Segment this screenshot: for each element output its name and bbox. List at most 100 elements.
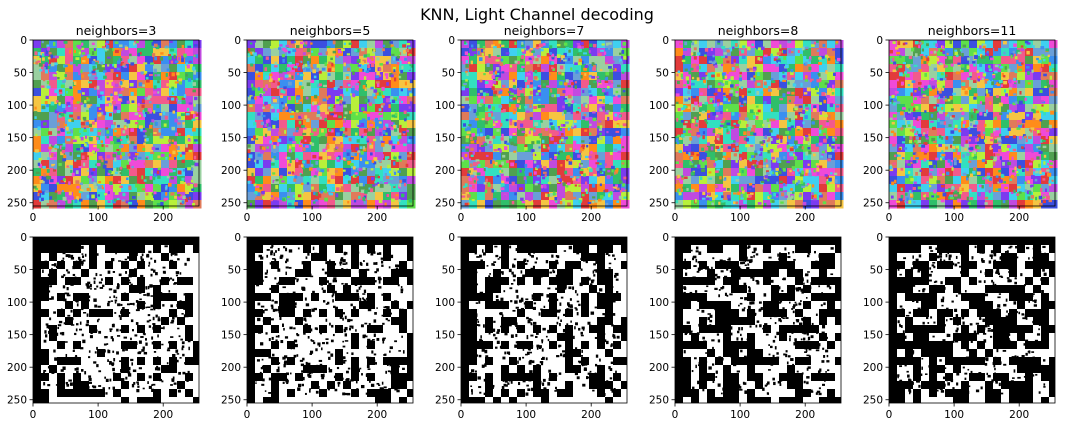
y-tick-label: 150 [7, 132, 27, 144]
axes-frame [460, 39, 628, 207]
y-tick-label: 100 [435, 100, 455, 112]
binary-mask-image [33, 237, 201, 405]
axes-frame [32, 236, 200, 404]
x-tick-label: 0 [244, 212, 251, 224]
x-tick-label: 0 [672, 212, 679, 224]
subplot-r1-c2: neighbors=5 0 100 200 0 50 100 150 200 250 [221, 23, 416, 224]
y-tick-label: 200 [221, 165, 241, 177]
x-tick-label: 0 [30, 409, 37, 421]
x-tick-label: 0 [458, 409, 465, 421]
y-tick-label: 100 [7, 100, 27, 112]
axes-frame [674, 236, 842, 404]
binary-mask-image [461, 237, 629, 405]
y-tick-label: 50 [14, 67, 27, 79]
y-tick-label: 0 [234, 232, 241, 244]
y-tick-label: 50 [442, 67, 455, 79]
y-tick-label: 50 [442, 264, 455, 276]
subplot-r2-c1: 0 100 200 0 50 100 150 200 250 [7, 232, 201, 421]
binary-mask-image [889, 237, 1057, 405]
y-tick-label: 100 [649, 297, 669, 309]
y-tick-label: 0 [662, 232, 669, 244]
y-tick-label: 0 [876, 35, 883, 47]
y-tick-label: 100 [7, 297, 27, 309]
x-tick-label: 200 [1009, 212, 1029, 224]
y-tick-label: 150 [221, 329, 241, 341]
segmentation-image [247, 40, 416, 209]
y-tick-label: 250 [7, 395, 27, 407]
subplot-title: neighbors=3 [76, 23, 157, 38]
y-tick-label: 100 [221, 100, 241, 112]
y-tick-label: 250 [649, 395, 669, 407]
x-tick-label: 200 [367, 409, 387, 421]
x-tick-label: 200 [1009, 409, 1029, 421]
y-tick-label: 200 [7, 362, 27, 374]
subplot-title: neighbors=5 [290, 23, 371, 38]
y-tick-label: 100 [863, 100, 883, 112]
y-tick-label: 200 [649, 165, 669, 177]
axes-frame [246, 236, 414, 404]
x-tick-label: 100 [944, 409, 964, 421]
x-tick-label: 100 [88, 409, 108, 421]
y-tick-label: 50 [870, 264, 883, 276]
x-tick-label: 100 [302, 212, 322, 224]
x-tick-label: 200 [153, 409, 173, 421]
figure-title: KNN, Light Channel decoding [420, 5, 654, 24]
y-tick-label: 100 [649, 100, 669, 112]
segmentation-image [461, 40, 630, 209]
subplot-r2-c3: 0 100 200 0 50 100 150 200 250 [435, 232, 629, 421]
x-tick-label: 200 [581, 409, 601, 421]
y-tick-label: 250 [863, 395, 883, 407]
y-tick-label: 50 [656, 67, 669, 79]
y-tick-label: 200 [649, 362, 669, 374]
y-tick-label: 200 [863, 362, 883, 374]
subplot-r1-c5: neighbors=11 0 100 200 0 50 100 150 200 250 [863, 23, 1058, 224]
y-tick-label: 50 [870, 67, 883, 79]
y-tick-label: 0 [20, 232, 27, 244]
y-tick-label: 200 [863, 165, 883, 177]
binary-mask-image [675, 237, 843, 405]
y-tick-label: 250 [221, 198, 241, 210]
y-tick-label: 0 [662, 35, 669, 47]
binary-mask-image [247, 237, 415, 405]
axes-frame [888, 39, 1056, 207]
x-tick-label: 0 [672, 409, 679, 421]
x-tick-label: 0 [886, 409, 893, 421]
y-tick-label: 250 [221, 395, 241, 407]
axes-frame [246, 39, 414, 207]
axes-frame [888, 236, 1056, 404]
y-tick-label: 0 [20, 35, 27, 47]
y-tick-label: 150 [649, 132, 669, 144]
y-tick-label: 100 [435, 297, 455, 309]
x-tick-label: 100 [302, 409, 322, 421]
y-tick-label: 150 [435, 132, 455, 144]
y-tick-label: 150 [863, 329, 883, 341]
y-tick-label: 250 [435, 198, 455, 210]
x-tick-label: 100 [88, 212, 108, 224]
subplot-r1-c3: neighbors=7 0 100 200 0 50 100 150 200 250 [435, 23, 630, 224]
y-tick-label: 200 [435, 362, 455, 374]
y-tick-label: 200 [7, 165, 27, 177]
y-tick-label: 250 [435, 395, 455, 407]
x-tick-label: 100 [730, 212, 750, 224]
x-tick-label: 0 [886, 212, 893, 224]
y-tick-label: 0 [876, 232, 883, 244]
y-tick-label: 150 [221, 132, 241, 144]
y-tick-label: 0 [234, 35, 241, 47]
y-tick-label: 0 [448, 35, 455, 47]
subplot-r2-c4: 0 100 200 0 50 100 150 200 250 [649, 232, 843, 421]
y-tick-label: 150 [863, 132, 883, 144]
subplot-title: neighbors=7 [504, 23, 585, 38]
axes-frame [32, 39, 200, 207]
y-tick-label: 150 [7, 329, 27, 341]
y-tick-label: 50 [228, 264, 241, 276]
axes-frame [460, 236, 628, 404]
x-tick-label: 200 [367, 212, 387, 224]
y-tick-label: 150 [435, 329, 455, 341]
y-tick-label: 250 [649, 198, 669, 210]
y-tick-label: 250 [7, 198, 27, 210]
y-tick-label: 250 [863, 198, 883, 210]
x-tick-label: 100 [516, 409, 536, 421]
x-tick-label: 200 [153, 212, 173, 224]
